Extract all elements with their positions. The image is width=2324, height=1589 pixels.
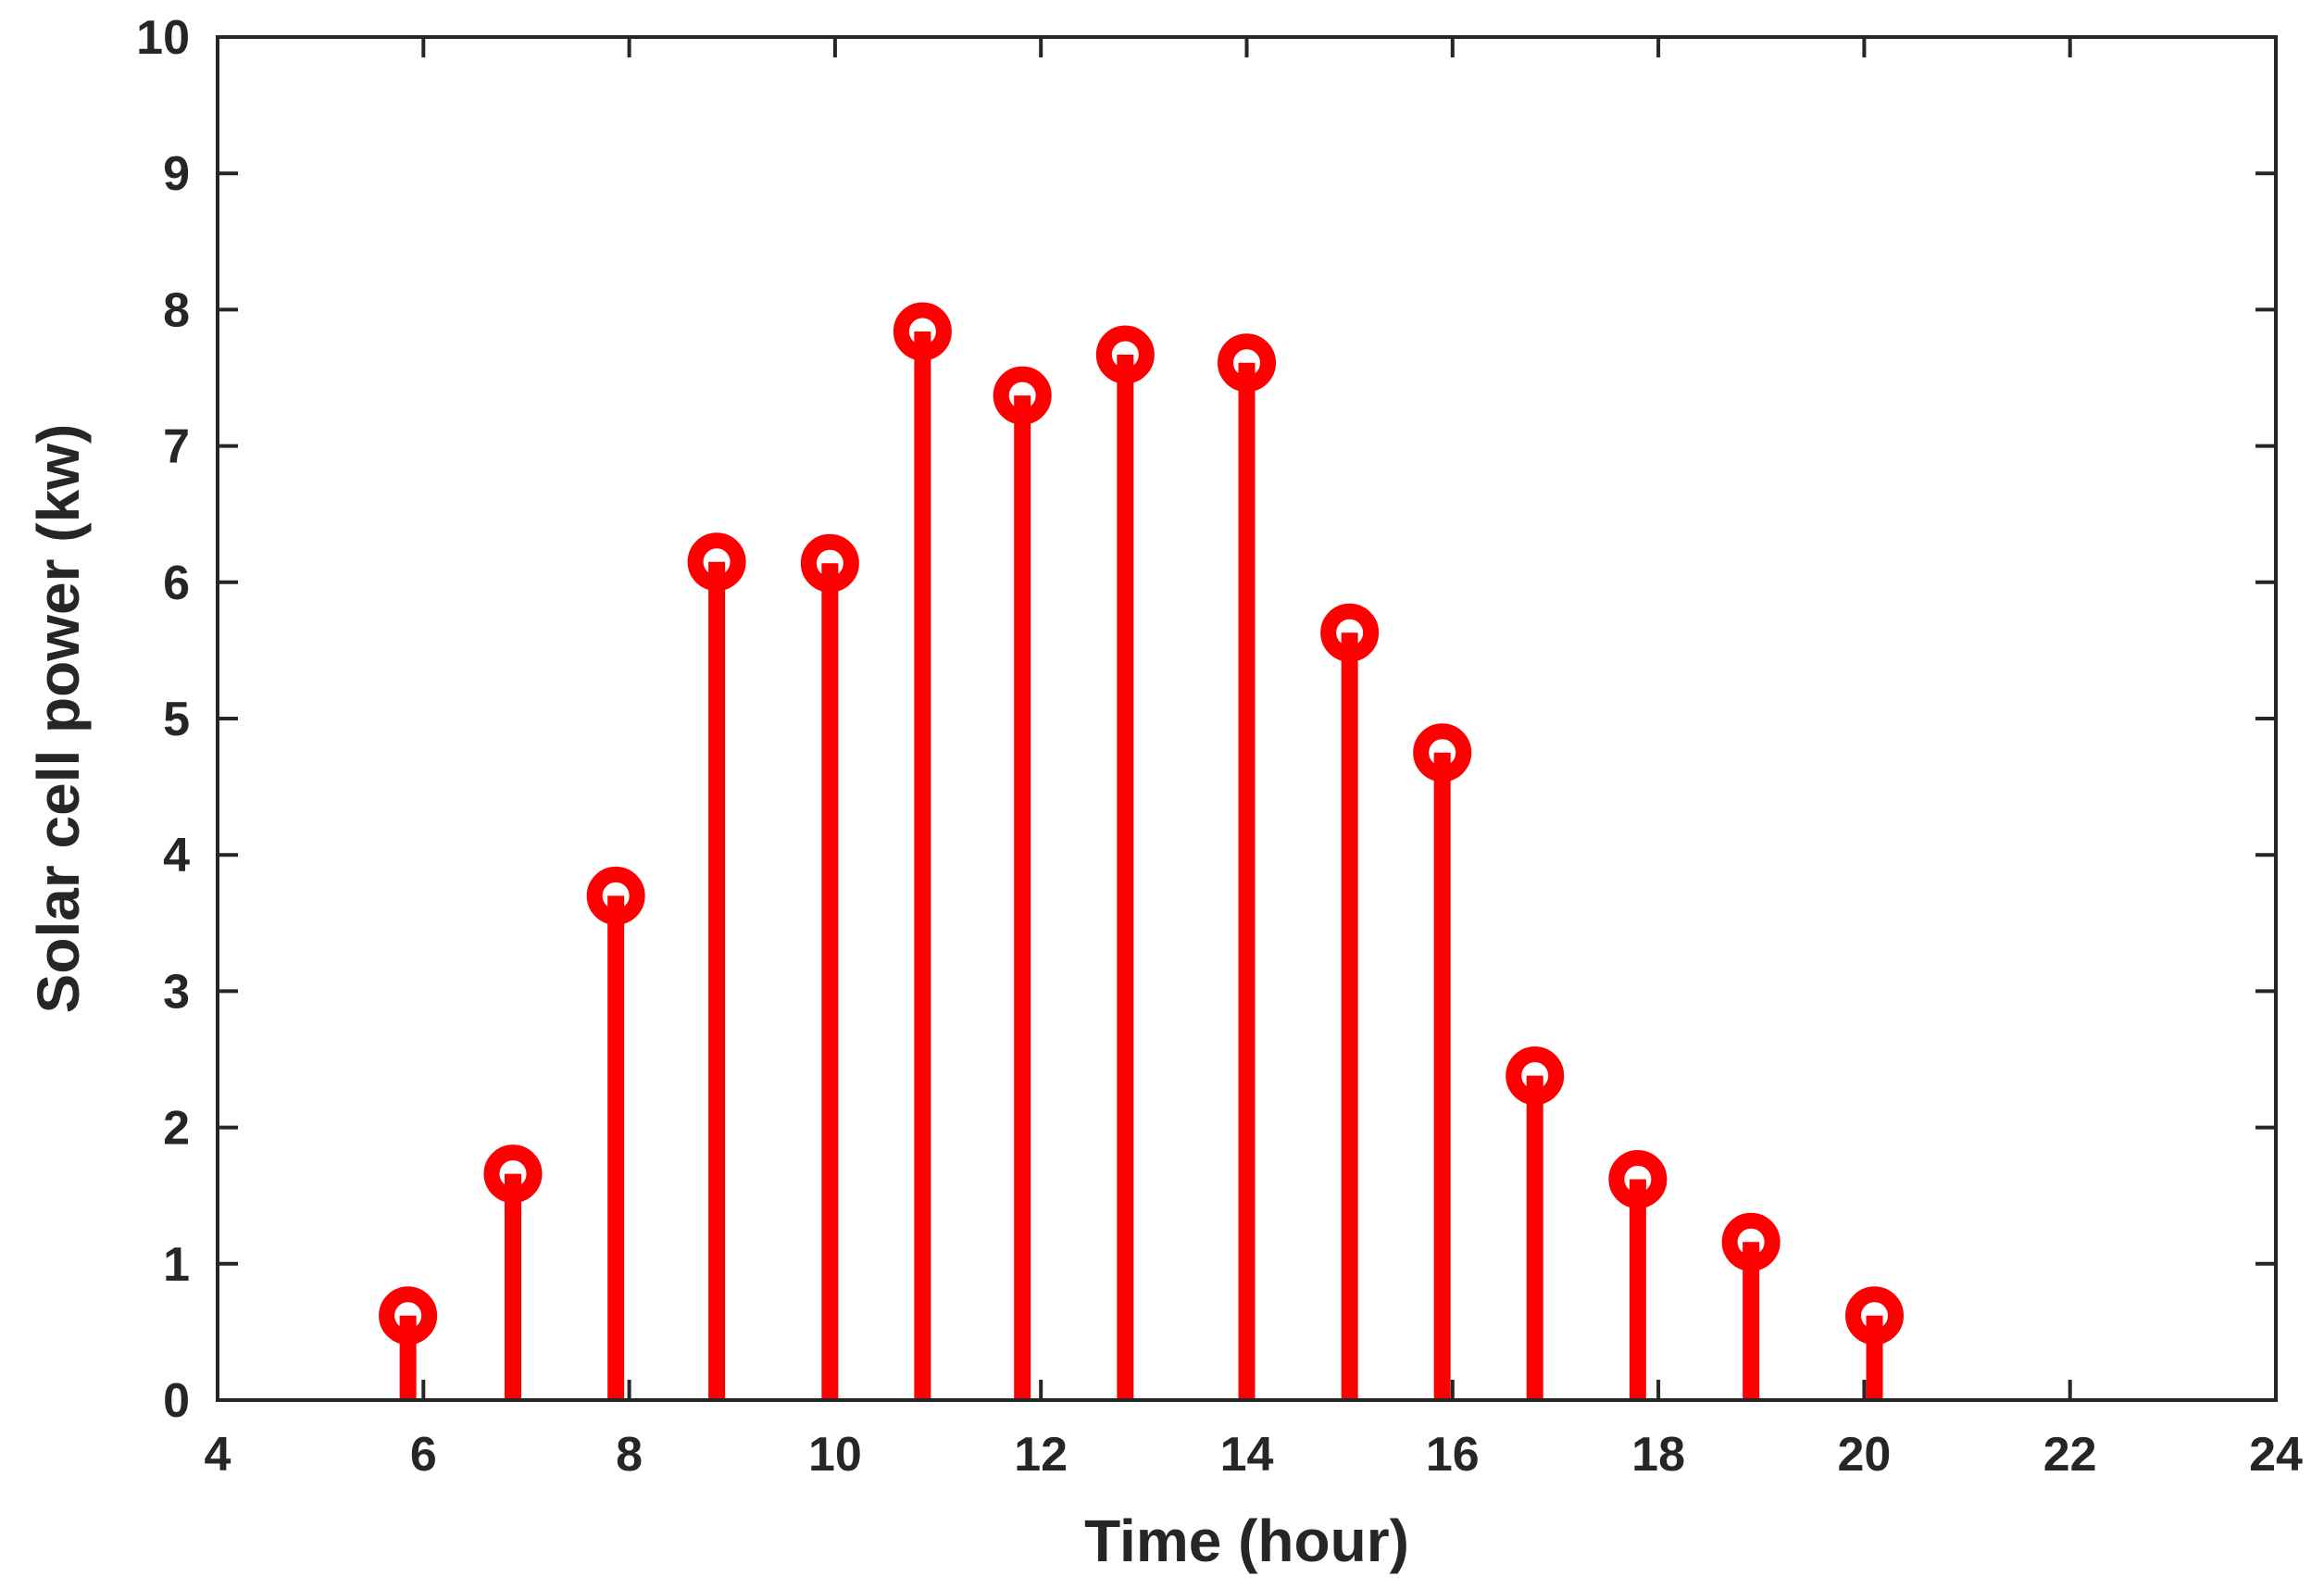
stem-marker xyxy=(893,302,952,361)
stem-marker xyxy=(687,532,746,592)
stem-marker xyxy=(1218,333,1276,393)
x-tick-label: 20 xyxy=(1837,1428,1891,1482)
x-tick-label: 10 xyxy=(808,1428,862,1482)
x-tick-label: 16 xyxy=(1426,1428,1480,1482)
stem-marker xyxy=(1608,1150,1668,1209)
x-tick-label: 22 xyxy=(2043,1428,2097,1482)
stem-marker xyxy=(1320,603,1380,662)
stem-marker xyxy=(993,366,1052,425)
stem-marker xyxy=(586,866,645,925)
y-tick-label: 7 xyxy=(163,420,190,474)
stem-marker xyxy=(1721,1212,1780,1271)
y-tick-label: 2 xyxy=(163,1102,190,1156)
stem-marker xyxy=(1413,723,1472,782)
x-tick-label: 24 xyxy=(2249,1428,2303,1482)
y-tick-label: 8 xyxy=(163,283,190,337)
stem-marker xyxy=(800,533,859,593)
x-tick-label: 18 xyxy=(1631,1428,1685,1482)
y-tick-label: 6 xyxy=(163,557,190,610)
x-tick-label: 8 xyxy=(616,1428,643,1482)
stem-marker xyxy=(1845,1286,1905,1345)
y-axis-title: Solar cell power (kw) xyxy=(25,424,92,1014)
y-tick-label: 9 xyxy=(163,147,190,201)
y-tick-label: 4 xyxy=(163,829,190,882)
y-tick-label: 10 xyxy=(136,11,190,65)
stems-layer xyxy=(379,302,1905,1400)
stem-marker xyxy=(483,1145,543,1204)
x-axis-title: Time (hour) xyxy=(1084,1508,1409,1574)
y-tick-label: 0 xyxy=(163,1374,190,1428)
stem-marker xyxy=(1095,325,1155,384)
y-tick-label: 5 xyxy=(163,693,190,746)
x-tick-label: 6 xyxy=(410,1428,437,1482)
plot-frame xyxy=(216,35,2278,1402)
x-tick-label: 4 xyxy=(205,1428,231,1482)
stem-marker xyxy=(1506,1046,1565,1106)
stem-marker xyxy=(379,1286,438,1345)
x-tick-label: 12 xyxy=(1014,1428,1068,1482)
x-tick-label: 14 xyxy=(1220,1428,1274,1482)
y-tick-label: 1 xyxy=(163,1238,190,1292)
y-tick-label: 3 xyxy=(163,965,190,1019)
